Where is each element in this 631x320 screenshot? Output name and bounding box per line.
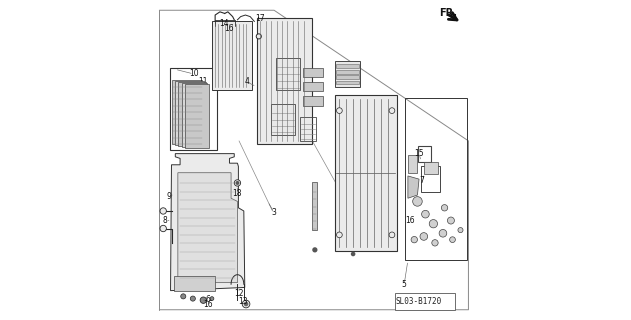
Bar (276, 58, 300, 90)
Bar (185, 84, 209, 148)
Text: 2: 2 (191, 131, 196, 140)
Text: 6: 6 (206, 295, 211, 304)
Circle shape (313, 248, 317, 252)
Bar (172, 80, 203, 144)
Text: SL03-B1720: SL03-B1720 (396, 297, 442, 306)
Circle shape (389, 108, 395, 114)
Text: 14: 14 (219, 20, 229, 28)
Text: 5: 5 (402, 280, 406, 289)
Bar (336, 64, 358, 68)
Circle shape (244, 302, 247, 306)
Circle shape (160, 225, 167, 232)
Text: 3: 3 (271, 208, 276, 217)
Text: 16: 16 (224, 24, 233, 33)
Circle shape (160, 208, 167, 214)
Text: 8: 8 (163, 216, 167, 225)
Bar (422, 166, 440, 192)
Circle shape (441, 204, 448, 211)
Bar (212, 21, 252, 90)
Text: FR.: FR. (439, 8, 457, 19)
Text: 16: 16 (203, 300, 213, 308)
Bar (404, 98, 467, 260)
Circle shape (389, 232, 395, 238)
Circle shape (242, 300, 250, 308)
Circle shape (458, 228, 463, 233)
Bar (303, 96, 324, 106)
Bar (182, 83, 207, 147)
Circle shape (429, 220, 437, 228)
Bar (336, 81, 358, 84)
Text: 15: 15 (414, 149, 424, 158)
Circle shape (234, 180, 240, 186)
Bar (334, 95, 397, 251)
Bar (179, 82, 206, 146)
Polygon shape (178, 173, 237, 283)
Circle shape (450, 237, 456, 243)
Bar (257, 18, 312, 144)
Circle shape (420, 233, 428, 240)
Circle shape (236, 182, 239, 184)
Text: 10: 10 (189, 69, 199, 78)
Bar (303, 68, 324, 77)
Bar (336, 70, 358, 74)
Text: 4: 4 (245, 77, 249, 86)
Circle shape (200, 297, 206, 303)
Bar (424, 162, 438, 174)
Text: 18: 18 (232, 189, 242, 198)
Polygon shape (170, 154, 245, 291)
Text: 9: 9 (167, 192, 172, 201)
Bar (418, 146, 431, 162)
Bar (303, 82, 324, 92)
Circle shape (180, 294, 186, 299)
Bar (334, 61, 360, 87)
Bar (408, 155, 418, 173)
Circle shape (413, 197, 422, 206)
Circle shape (432, 240, 438, 246)
Circle shape (210, 297, 214, 300)
Circle shape (351, 252, 355, 256)
Text: 11: 11 (199, 77, 208, 86)
Polygon shape (174, 276, 215, 291)
Bar (394, 293, 455, 310)
Text: 1: 1 (186, 124, 191, 132)
Circle shape (447, 217, 454, 224)
Circle shape (411, 236, 418, 243)
Circle shape (256, 34, 261, 39)
Bar (170, 68, 216, 150)
Circle shape (336, 108, 342, 114)
Text: 16: 16 (406, 216, 415, 225)
Circle shape (336, 232, 342, 238)
Circle shape (422, 210, 429, 218)
Bar (300, 117, 316, 141)
Circle shape (191, 296, 196, 301)
Text: 13: 13 (239, 297, 248, 306)
Circle shape (439, 229, 447, 237)
Text: 17: 17 (256, 14, 265, 23)
Bar (175, 81, 204, 145)
Text: 12: 12 (234, 289, 244, 298)
Polygon shape (408, 176, 419, 198)
Bar (336, 75, 358, 79)
Text: 7: 7 (420, 176, 425, 185)
Bar (271, 104, 295, 134)
Bar (312, 182, 317, 230)
